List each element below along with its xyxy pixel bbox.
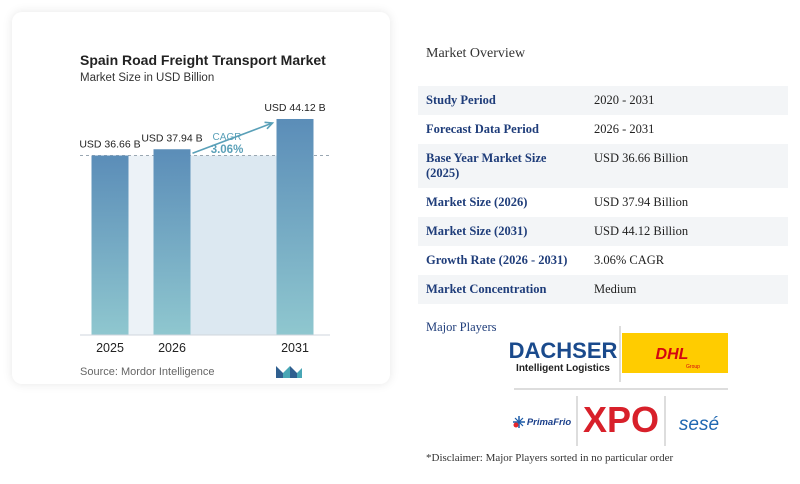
cagr-arrow (192, 122, 273, 155)
overview-value: Medium (586, 275, 788, 304)
sese-logo: sesé (679, 414, 719, 435)
data-label-2025: USD 36.66 B (79, 139, 140, 151)
overview-row: Growth Rate (2026 - 2031) 3.06% CAGR (418, 246, 788, 275)
dhl-logo: DHL Group (622, 333, 728, 373)
data-label-2031: USD 44.12 B (264, 102, 325, 114)
chart-title: Spain Road Freight Transport Market (80, 52, 326, 68)
overview-label: Study Period (418, 86, 586, 115)
dhl-tagline: Group (686, 364, 700, 370)
major-players-title: Major Players (426, 320, 497, 334)
overview-label: Base Year Market Size (2025) (418, 144, 586, 188)
tick-label-2031: 2031 (281, 341, 309, 355)
dachser-logo: DACHSER Intelligent Logistics (509, 338, 618, 374)
overview-row: Study Period 2020 - 2031 (418, 86, 788, 115)
cagr-arrow-head-icon (264, 121, 275, 130)
overview-row: Market Size (2026) USD 37.94 Billion (418, 188, 788, 217)
dachser-name: DACHSER (509, 338, 618, 363)
snowflake-icon (513, 416, 525, 428)
overview-label: Market Size (2031) (418, 217, 586, 246)
overview-value: 2020 - 2031 (586, 86, 788, 115)
overview-row: Forecast Data Period 2026 - 2031 (418, 115, 788, 144)
forecast-region (190, 155, 277, 335)
dhl-name: DHL (656, 346, 689, 363)
overview-row: Market Size (2031) USD 44.12 Billion (418, 217, 788, 246)
overview-label: Market Size (2026) (426, 195, 528, 209)
primafrio-name: PrimaFrio (527, 417, 572, 428)
bar-2031 (276, 118, 314, 335)
overview-row: Market Concentration Medium (418, 275, 788, 304)
overview-label: Growth Rate (2026 - 2031) (426, 253, 568, 267)
market-overview-title: Market Overview (426, 46, 526, 61)
xpo-logo: XPO (583, 399, 659, 440)
overview-value: USD 44.12 Billion (586, 217, 788, 246)
chart-subtitle: Market Size in USD Billion (80, 72, 215, 84)
gap-region (128, 155, 154, 335)
players-disclaimer: *Disclaimer: Major Players sorted in no … (426, 452, 674, 464)
overview-label: Market Concentration (418, 275, 586, 304)
tick-label-2025: 2025 (96, 341, 124, 355)
overview-label: Forecast Data Period (426, 122, 539, 136)
mordor-intelligence-logo-icon (276, 366, 302, 378)
overview-value: 3.06% CAGR (594, 253, 665, 267)
overview-value: USD 37.94 Billion (594, 195, 689, 209)
cagr-label: CAGR (213, 132, 242, 143)
primafrio-logo: PrimaFrio (513, 416, 571, 428)
sese-name: sesé (679, 414, 719, 435)
tick-label-2026: 2026 (158, 341, 186, 355)
overview-value: 2026 - 2031 (594, 122, 655, 136)
data-label-2026: USD 37.94 B (141, 132, 202, 144)
overview-value: USD 36.66 Billion (586, 144, 788, 188)
overview-row: Base Year Market Size (2025) USD 36.66 Bi… (418, 144, 788, 188)
bar-2025 (91, 155, 129, 335)
bar-chart: USD 36.66 B 2025 USD 37.94 B 2026 USD 44.12 … (79, 102, 330, 355)
xpo-name: XPO (583, 399, 659, 440)
bar-2026 (153, 149, 191, 335)
chart-source: Source: Mordor Intelligence (80, 366, 215, 378)
dachser-tagline: Intelligent Logistics (516, 363, 610, 374)
cagr-value: 3.06% (211, 144, 244, 156)
market-overview-table: Study Period 2020 - 2031 Forecast Data Per… (418, 86, 788, 304)
